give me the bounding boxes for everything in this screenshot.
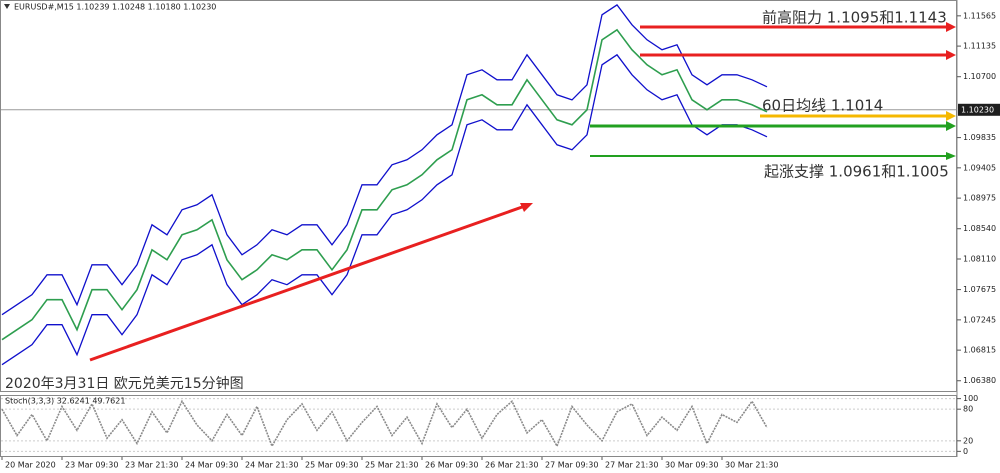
arrow-head (520, 203, 533, 212)
x-tick-label: 23 Mar 21:30 (125, 461, 178, 470)
y-tick-label: 1.11135 (963, 42, 996, 51)
x-tick-label: 20 Mar 2020 (5, 461, 56, 470)
y-tick-label: 1.09835 (963, 133, 996, 142)
annotation-arrows (89, 22, 956, 362)
stoch-panel (0, 395, 957, 457)
chart-header: EURUSD#,M15 1.10239 1.10248 1.10180 1.10… (14, 3, 216, 12)
arrow-head (946, 50, 956, 60)
x-tick-label: 25 Mar 21:30 (365, 461, 418, 470)
y-tick-label: 20 (963, 436, 973, 445)
y-tick-label: 1.11565 (963, 11, 996, 20)
arrow-head (946, 152, 956, 160)
stoch-header: Stoch(3,3,3) 32.6241 49.7621 (5, 397, 125, 406)
x-tick-label: 30 Mar 09:30 (665, 461, 718, 470)
y-tick-label: 1.06380 (963, 376, 996, 385)
arrow-head (946, 22, 956, 32)
x-tick-label: 25 Mar 09:30 (305, 461, 358, 470)
y-tick-label: 1.06815 (963, 346, 996, 355)
trend-arrow (89, 204, 526, 362)
y-tick-label: 1.08540 (963, 224, 996, 233)
y-tick-label: 80 (963, 405, 973, 414)
series-line (1, 53, 768, 366)
y-tick-label: 1.07245 (963, 315, 996, 324)
annotation: 前高阻力 1.1095和1.1143 (762, 9, 947, 27)
x-tick-label: 26 Mar 09:30 (425, 461, 478, 470)
y-tick-label: 1.09405 (963, 163, 996, 172)
x-tick-label: 24 Mar 21:30 (245, 461, 298, 470)
x-tick-label: 23 Mar 09:30 (65, 461, 118, 470)
y-tick-label: 1.07675 (963, 285, 996, 294)
x-tick-label: 24 Mar 09:30 (185, 461, 238, 470)
y-tick-label: 1.10700 (963, 72, 996, 81)
current-price-label: 1.10230 (961, 105, 994, 114)
current-price-box (958, 103, 1000, 116)
annotation: 2020年3月31日 欧元兑美元15分钟图 (5, 375, 244, 392)
annotation: 起涨支撑 1.0961和1.1005 (764, 163, 949, 181)
y-tick-label: 1.08975 (963, 194, 996, 203)
y-tick-label: 0 (963, 447, 968, 456)
arrow-head (946, 111, 956, 121)
x-tick-label: 27 Mar 09:30 (545, 461, 598, 470)
x-tick-label: 30 Mar 21:30 (725, 461, 778, 470)
annotation: 60日均线 1.1014 (762, 97, 883, 115)
series-line (1, 28, 768, 341)
main-panel (0, 0, 957, 392)
header-icon (4, 4, 10, 9)
y-tick-label: 1.08110 (963, 254, 996, 263)
series-line (1, 4, 768, 316)
arrow-head (946, 121, 956, 131)
x-tick-label: 26 Mar 21:30 (485, 461, 538, 470)
y-tick-label: 100 (963, 394, 978, 403)
x-tick-label: 27 Mar 21:30 (605, 461, 658, 470)
